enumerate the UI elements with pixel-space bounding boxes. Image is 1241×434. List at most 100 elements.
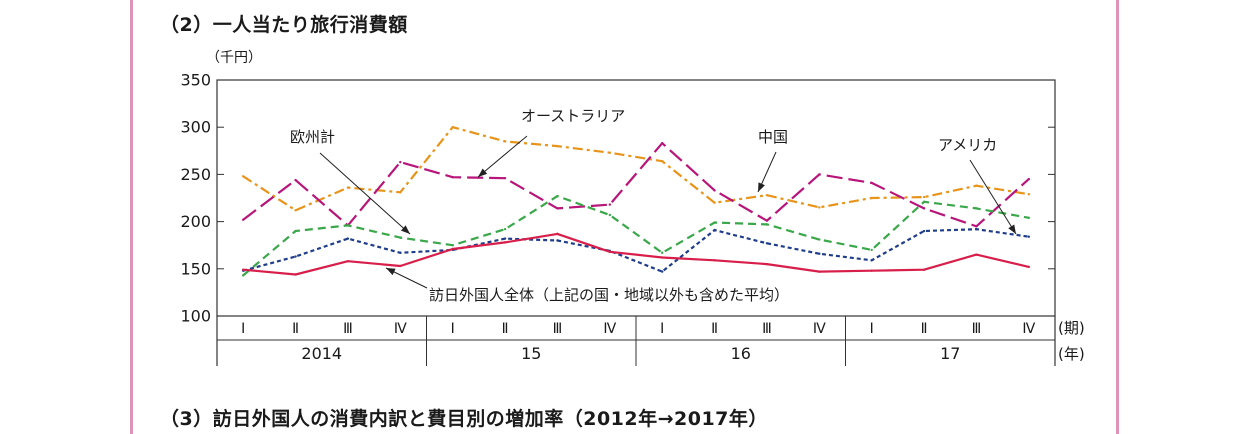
data-point-australia [399,160,402,164]
data-point-europe [294,229,297,233]
data-point-china [451,126,454,129]
data-point-all [922,268,926,271]
quarter-tick-label: Ⅲ [762,321,772,337]
data-point-australia [503,176,507,180]
data-point-usa [294,255,297,258]
series-label-all-visitors: 訪日外国人全体（上記の国・地域以外も含めた平均） [429,286,789,304]
usa-label-arrow-line [969,159,1017,235]
series-line-europe [242,195,1029,277]
quarter-tick-label: Ⅳ [813,321,826,337]
quarter-tick-label: Ⅰ [241,321,245,337]
quarter-tick-label: Ⅳ [394,321,407,337]
data-point-china [399,191,402,194]
data-point-australia [660,142,664,145]
data-point-europe [975,207,978,210]
europe-label-arrow-head [400,225,410,234]
data-point-australia [765,219,769,222]
series-label-usa: アメリカ [938,136,997,154]
data-point-usa [870,259,873,262]
data-point-all [556,232,559,236]
data-point-europe [870,248,873,252]
y-tick-label: 100 [180,307,211,326]
y-tick-label: 350 [180,71,211,90]
year-tick-label: 17 [940,344,960,363]
data-point-china [870,196,873,200]
quarter-tick-label: Ⅳ [603,321,616,337]
data-point-usa [713,228,716,232]
data-point-all [1027,265,1031,269]
data-point-all [608,250,612,254]
data-point-china [818,206,821,209]
australia-label-arrow-line [477,135,528,178]
data-point-usa [1027,235,1031,238]
data-point-all [346,260,350,263]
data-point-china [241,175,245,178]
data-point-australia [975,225,978,228]
section-title-per-capita-spending: （2）一人当たり旅行消費額 [160,14,408,36]
data-point-all [241,268,245,271]
data-point-china [556,144,559,148]
series-label-australia: オーストラリア [521,107,625,125]
per-capita-spending-line-chart: 100 150 200 250 300 350 （千円） Ⅰ Ⅱ Ⅲ Ⅳ Ⅰ Ⅱ Ⅲ Ⅳ Ⅰ Ⅱ Ⅲ Ⅳ Ⅰ Ⅱ Ⅲ Ⅳ 20… [180,50,1085,366]
data-point-china [608,151,612,154]
quarter-axis-suffix: (期) [1058,319,1085,337]
year-tick-label: 16 [731,344,751,363]
data-point-china [503,140,507,143]
series-label-china: 中国 [758,128,788,146]
y-tick-label: 300 [180,118,211,137]
data-point-china [765,193,769,197]
quarter-tick-label: Ⅲ [553,321,563,337]
data-point-all [294,273,297,276]
data-point-usa [503,237,507,240]
page-frame-right-border [1116,0,1119,434]
data-point-china [713,201,716,204]
data-point-all [975,253,978,256]
data-point-usa [556,239,559,242]
data-point-europe [765,223,769,226]
data-point-australia [294,178,297,182]
series-line-all [243,232,1030,276]
chart-series-layer [241,126,1031,277]
data-point-china [922,195,926,199]
y-tick-label: 200 [180,212,211,231]
data-point-all [765,262,769,266]
quarter-tick-label: Ⅱ [711,321,718,337]
data-point-all [503,241,507,244]
year-tick-label: 15 [521,344,541,363]
data-point-australia [608,203,612,206]
china-label-arrow-head [758,182,765,192]
page-frame-left-border [130,0,133,434]
series-label-europe: 欧州計 [290,128,335,146]
data-point-china [660,159,664,163]
y-axis-unit-label: （千円） [206,50,262,66]
quarter-tick-label: Ⅱ [292,321,299,337]
data-point-all [660,256,664,259]
quarter-tick-label: Ⅱ [502,321,509,337]
year-tick-label: 2014 [301,344,342,363]
data-point-usa [346,237,350,240]
data-point-europe [922,200,926,203]
europe-label-arrow-line [319,152,411,235]
data-point-australia [713,189,716,192]
data-point-usa [765,242,769,245]
data-point-australia [451,176,454,179]
data-point-australia [818,173,821,176]
quarter-tick-label: Ⅰ [451,321,455,337]
data-point-all [399,264,402,268]
section-title-spending-breakdown: （3）訪日外国人の消費内訳と費目別の増加率（2012年→2017年） [160,408,768,430]
data-point-all [713,259,716,262]
data-point-all [451,247,454,251]
data-point-europe [241,274,245,277]
data-point-usa [922,229,926,233]
series-line-usa [242,228,1029,273]
plot-area-border [216,79,1056,317]
data-point-usa [975,227,978,231]
data-point-europe [556,194,559,198]
data-point-australia [922,207,926,210]
quarter-tick-label: Ⅰ [870,321,874,337]
data-point-australia [1027,177,1031,181]
data-point-australia [556,207,559,210]
data-point-china [294,209,297,212]
quarter-tick-label: Ⅰ [660,321,664,337]
data-point-china [346,186,350,189]
